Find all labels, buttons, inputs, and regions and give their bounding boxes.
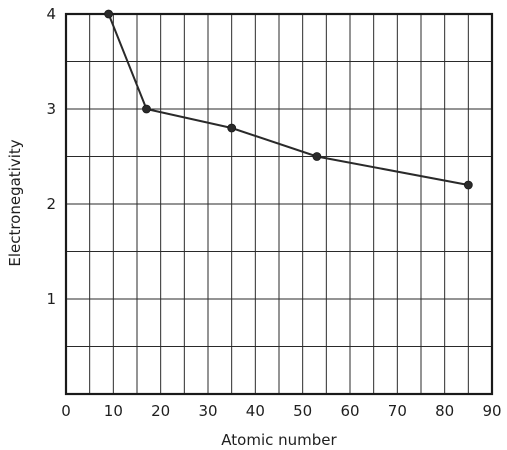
data-point	[312, 152, 322, 161]
x-tick-label: 30	[198, 402, 217, 420]
x-axis-label: Atomic number	[221, 431, 337, 449]
x-tick-label: 50	[293, 402, 312, 420]
x-tick-label: 90	[482, 402, 501, 420]
y-axis-label: Electronegativity	[6, 139, 24, 266]
plot-frame	[64, 12, 494, 396]
x-tick-label: 40	[246, 402, 265, 420]
data-point	[104, 9, 113, 19]
x-tick-label: 20	[151, 402, 170, 420]
y-axis-ticks: 1 2 3 4	[46, 5, 56, 308]
x-tick-label: 10	[104, 402, 123, 420]
series	[104, 9, 473, 190]
x-tick-label: 80	[435, 402, 454, 420]
data-point	[227, 123, 237, 133]
y-tick-label: 2	[46, 195, 56, 213]
y-tick-label: 3	[46, 100, 56, 118]
x-tick-label: 0	[61, 402, 71, 420]
data-point	[142, 104, 151, 114]
x-tick-label: 70	[388, 402, 407, 420]
series-line	[107, 13, 469, 186]
x-tick-label: 60	[340, 402, 359, 420]
y-tick-label: 1	[46, 290, 56, 308]
x-axis-ticks: 0 10 20 30 40 50 60 70 80 90	[61, 402, 501, 420]
grid	[66, 14, 492, 394]
y-tick-label: 4	[46, 5, 56, 23]
data-point	[463, 180, 473, 190]
